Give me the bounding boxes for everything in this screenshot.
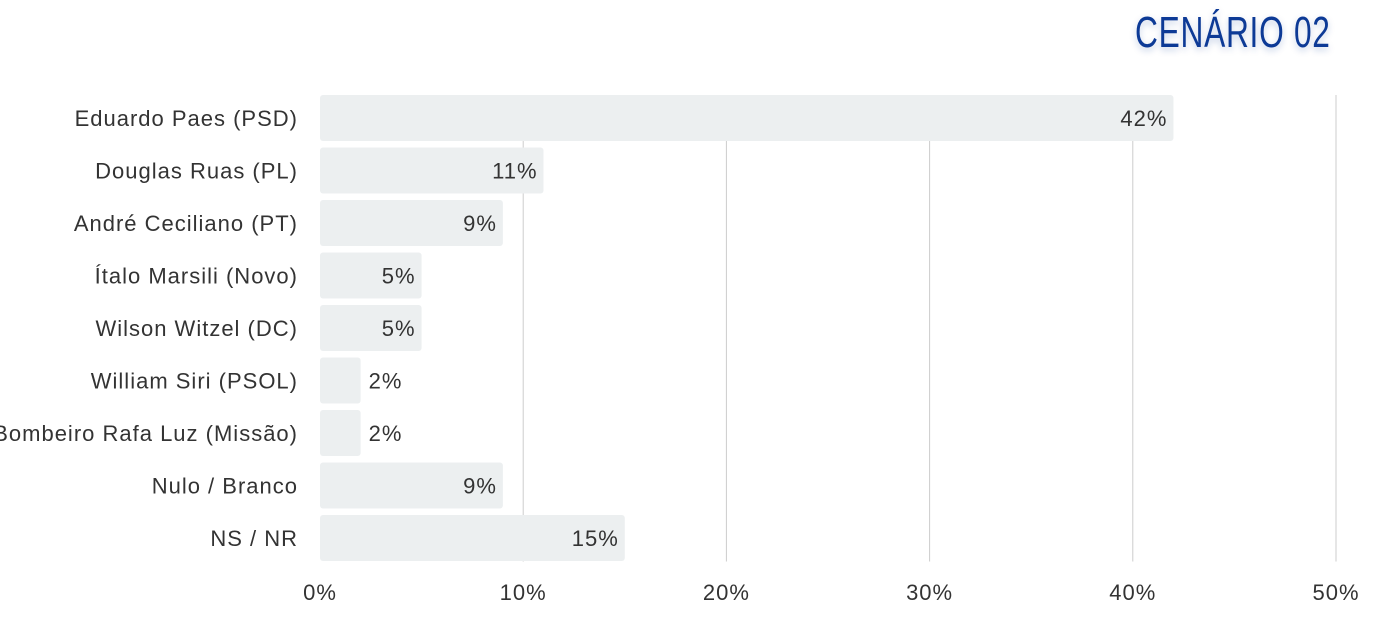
data-label: 11% <box>492 159 537 184</box>
category-label: Eduardo Paes (PSD) <box>75 106 298 131</box>
bar <box>320 147 544 194</box>
data-label: 5% <box>382 264 416 289</box>
data-label: 42% <box>1120 106 1167 131</box>
category-label: André Ceciliano (PT) <box>74 211 298 236</box>
category-label: Nulo / Branco <box>152 474 298 499</box>
bar <box>320 305 422 351</box>
x-tick-label: 40% <box>1109 580 1156 605</box>
data-label: 9% <box>463 474 497 499</box>
data-label: 2% <box>369 369 403 394</box>
bar <box>320 515 625 561</box>
x-tick-label: 20% <box>703 580 750 605</box>
category-label: NS / NR <box>210 526 298 551</box>
bar <box>320 95 1174 141</box>
category-label: Douglas Ruas (PL) <box>95 159 298 184</box>
x-tick-label: 0% <box>303 580 337 605</box>
bar <box>320 410 361 456</box>
bar <box>320 462 503 509</box>
x-tick-label: 30% <box>906 580 953 605</box>
data-label: 2% <box>369 421 403 446</box>
x-tick-label: 10% <box>500 580 547 605</box>
bar <box>320 357 361 404</box>
category-label: Ítalo Marsili (Novo) <box>95 264 298 289</box>
chart-title: CENÁRIO 02 <box>1135 8 1331 57</box>
bar <box>320 200 503 246</box>
data-label: 15% <box>572 526 619 551</box>
category-label: William Siri (PSOL) <box>91 369 298 394</box>
data-label: 5% <box>382 316 416 341</box>
category-label: Wilson Witzel (DC) <box>95 316 298 341</box>
bar <box>320 252 422 299</box>
x-tick-label: 50% <box>1312 580 1359 605</box>
category-label: Bombeiro Rafa Luz (Missão) <box>0 421 298 446</box>
data-label: 9% <box>463 211 497 236</box>
